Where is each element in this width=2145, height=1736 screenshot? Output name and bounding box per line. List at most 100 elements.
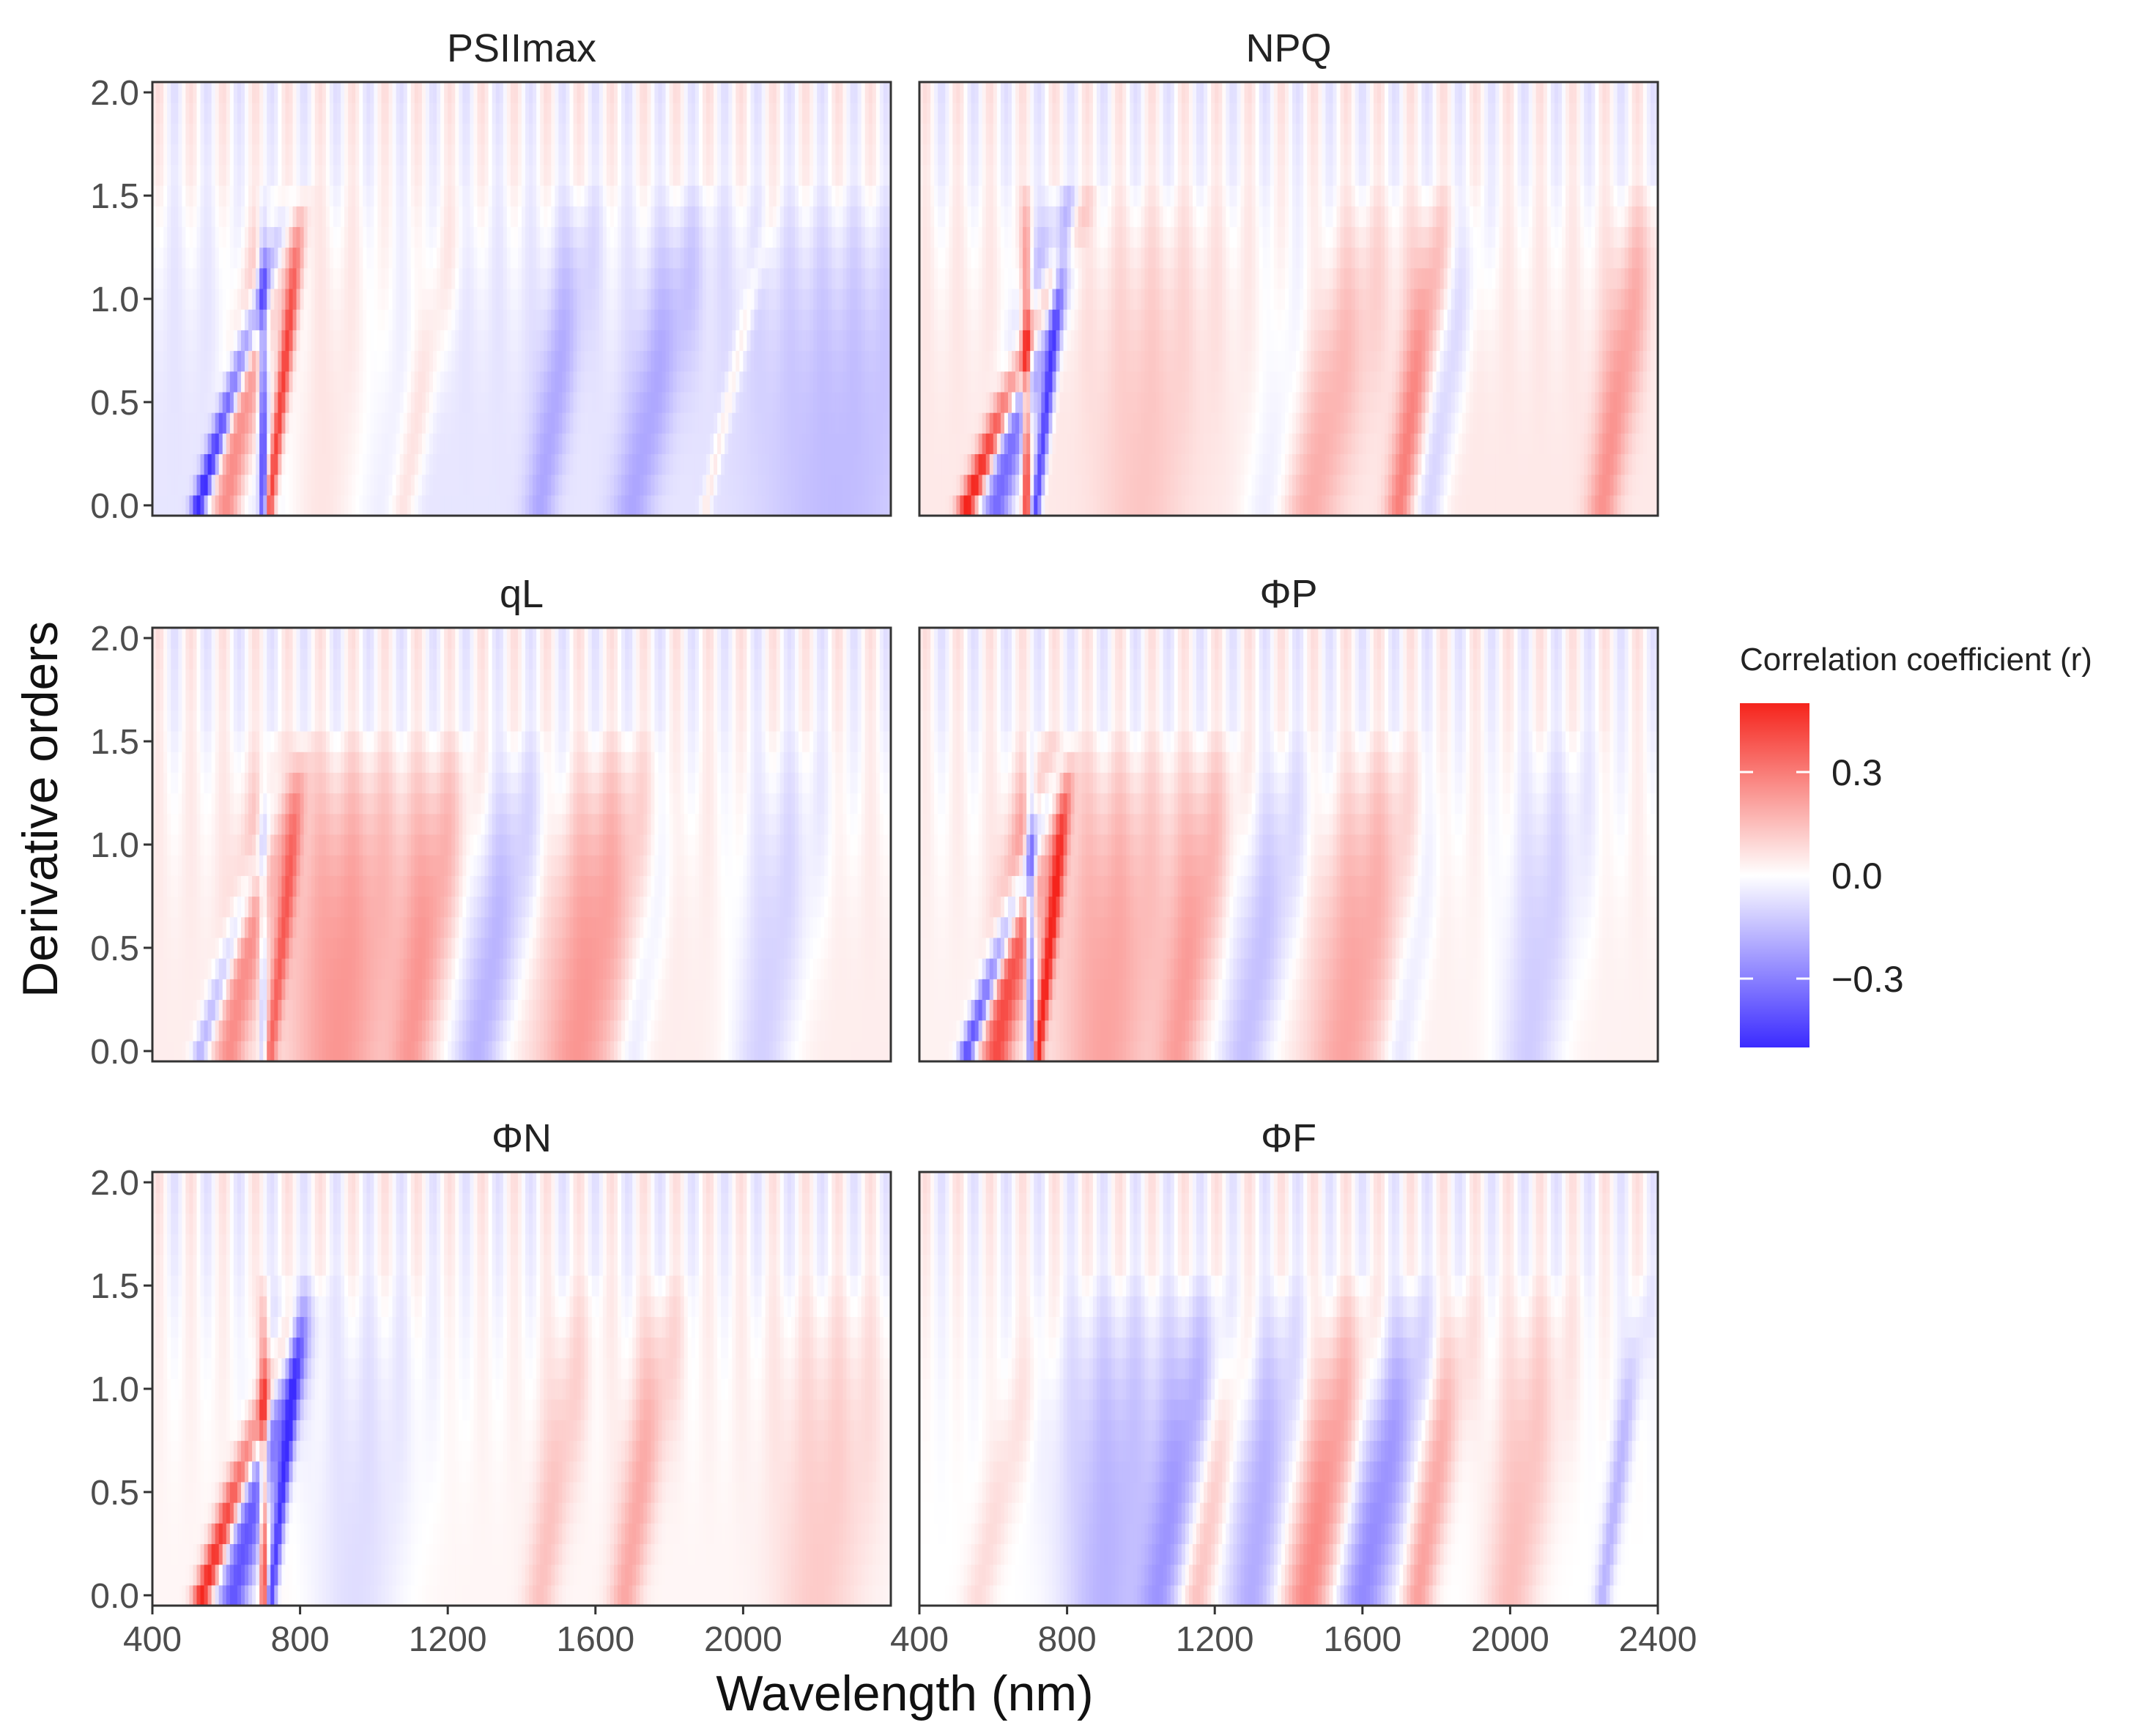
heatmap-cell xyxy=(263,123,267,145)
heatmap-cell xyxy=(654,267,659,289)
heatmap-cell xyxy=(359,494,363,516)
heatmap-cell xyxy=(185,82,190,103)
heatmap-cell xyxy=(421,288,426,310)
heatmap-cell xyxy=(204,309,209,330)
heatmap-cell xyxy=(1432,474,1437,496)
heatmap-cell xyxy=(658,309,663,330)
heatmap-cell xyxy=(861,82,866,103)
heatmap-cell xyxy=(861,144,866,166)
heatmap-cell xyxy=(658,391,663,413)
heatmap-cell xyxy=(1458,474,1463,496)
heatmap-cell xyxy=(883,309,888,330)
heatmap-cell xyxy=(499,330,504,352)
heatmap-cell xyxy=(492,185,497,207)
heatmap-cell xyxy=(632,350,637,372)
heatmap-cell xyxy=(1454,494,1459,516)
heatmap-cell xyxy=(171,309,175,330)
heatmap-cell xyxy=(167,309,171,330)
heatmap-cell xyxy=(1358,474,1363,496)
heatmap-cell xyxy=(743,371,748,393)
heatmap-cell xyxy=(669,144,674,166)
heatmap-cell xyxy=(307,185,312,207)
heatmap-cell xyxy=(514,433,519,455)
heatmap-cell xyxy=(263,371,267,393)
heatmap-cell xyxy=(651,144,656,166)
heatmap-cell xyxy=(1543,474,1548,496)
heatmap-cell xyxy=(318,185,323,207)
heatmap-cell xyxy=(252,371,256,393)
heatmap-cell xyxy=(544,226,548,248)
heatmap-cell xyxy=(584,309,589,330)
heatmap-cell xyxy=(868,453,873,475)
heatmap-cell xyxy=(1465,494,1470,516)
heatmap-cell xyxy=(503,288,508,310)
heatmap-cell xyxy=(694,267,700,289)
heatmap-cell xyxy=(813,453,818,475)
heatmap-cell xyxy=(196,309,201,330)
heatmap-cell xyxy=(591,433,596,455)
heatmap-cells xyxy=(919,82,1659,516)
heatmap-cell xyxy=(591,247,596,269)
heatmap-cell xyxy=(717,453,722,475)
heatmap-cell xyxy=(200,412,205,434)
heatmap-cell xyxy=(566,267,571,289)
heatmap-cell xyxy=(591,123,596,145)
heatmap-cell xyxy=(824,494,829,516)
heatmap-cell xyxy=(714,350,718,372)
heatmap-cell xyxy=(270,433,275,455)
heatmap-cell xyxy=(1436,433,1441,455)
heatmap-cell xyxy=(477,267,482,289)
heatmap-cell xyxy=(783,474,788,496)
heatmap-cell xyxy=(1237,433,1242,455)
heatmap-cell xyxy=(355,82,360,103)
heatmap-cell xyxy=(182,494,186,516)
heatmap-cell xyxy=(403,164,408,186)
heatmap-cell xyxy=(274,82,278,103)
heatmap-cell xyxy=(207,494,212,516)
heatmap-cell xyxy=(218,288,223,310)
heatmap-cell xyxy=(654,391,659,413)
heatmap-cell xyxy=(602,103,607,124)
heatmap-cell xyxy=(736,267,740,289)
heatmap-cell xyxy=(577,494,582,516)
heatmap-cell xyxy=(1653,453,1659,475)
heatmap-cell xyxy=(772,82,777,103)
heatmap-cell xyxy=(481,103,486,124)
heatmap-cell xyxy=(359,226,363,248)
heatmap-cell xyxy=(245,226,249,248)
heatmap-cell xyxy=(982,474,987,496)
heatmap-cell xyxy=(750,391,755,413)
heatmap-cell xyxy=(171,123,175,145)
heatmap-cell xyxy=(694,103,700,124)
heatmap-cell xyxy=(566,391,571,413)
heatmap-cell xyxy=(1340,494,1345,516)
heatmap-cell xyxy=(717,412,722,434)
heatmap-cell xyxy=(459,267,463,289)
heatmap-cell xyxy=(683,288,689,310)
heatmap-cells xyxy=(152,82,892,516)
heatmap-cell xyxy=(466,247,471,269)
heatmap-cell xyxy=(1148,474,1153,496)
heatmap-cell xyxy=(761,226,766,248)
heatmap-cell xyxy=(850,164,855,186)
heatmap-cell xyxy=(799,288,803,310)
heatmap-cell xyxy=(875,206,881,227)
heatmap-cell xyxy=(584,144,589,166)
heatmap-cell xyxy=(196,453,201,475)
heatmap-cell xyxy=(799,412,803,434)
heatmap-cell xyxy=(444,371,448,393)
heatmap-cell xyxy=(370,267,374,289)
heatmap-cell xyxy=(831,164,836,186)
heatmap-cell xyxy=(687,267,692,289)
heatmap-cell xyxy=(799,350,803,372)
heatmap-cell xyxy=(167,474,171,496)
heatmap-cell xyxy=(1196,474,1201,496)
heatmap-cell xyxy=(584,103,589,124)
heatmap-cell xyxy=(1034,453,1038,475)
heatmap-cell xyxy=(182,412,186,434)
heatmap-cell xyxy=(606,206,611,227)
heatmap-cell xyxy=(1566,474,1570,496)
heatmap-cell xyxy=(278,226,282,248)
heatmap-cell xyxy=(263,288,267,310)
heatmap-cell xyxy=(831,453,836,475)
